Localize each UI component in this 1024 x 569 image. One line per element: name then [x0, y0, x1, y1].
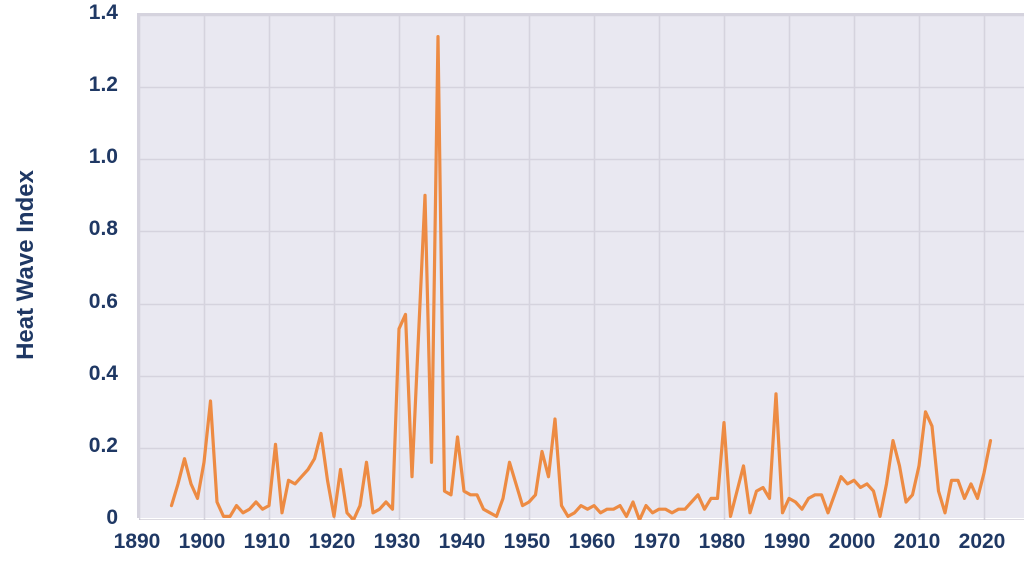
y-tick-label: 0.8	[88, 217, 118, 241]
y-tick-label: 0	[106, 506, 118, 529]
x-tick-label: 1920	[308, 530, 356, 553]
y-axis-title: Heat Wave Index	[12, 170, 39, 360]
x-tick-label: 2020	[958, 530, 1006, 553]
x-tick-label: 1890	[113, 530, 161, 553]
x-tick-label: 1940	[438, 530, 486, 553]
x-tick-label: 1950	[503, 530, 551, 553]
x-tick-label: 1900	[178, 530, 226, 553]
y-tick-label: 0.6	[88, 289, 118, 313]
x-tick-label: 2010	[893, 530, 941, 553]
x-tick-label: 2000	[828, 530, 876, 553]
y-tick-label: 1.2	[88, 73, 118, 97]
y-tick-label: 0.4	[88, 361, 118, 385]
y-tick-label: 0.2	[88, 433, 118, 457]
y-tick-label: 1.4	[88, 1, 118, 24]
x-tick-label: 1910	[243, 530, 291, 553]
y-tick-label: 1.0	[88, 145, 118, 169]
x-tick-label: 1970	[633, 530, 681, 553]
x-tick-label: 1980	[698, 530, 746, 553]
heat-wave-line	[169, 35, 993, 520]
plot-area	[137, 13, 1024, 520]
chart-canvas	[139, 15, 1024, 520]
x-tick-label: 1990	[763, 530, 811, 553]
x-tick-label: 1930	[373, 530, 421, 553]
gridlines	[139, 15, 1024, 520]
x-tick-label: 1960	[568, 530, 616, 553]
